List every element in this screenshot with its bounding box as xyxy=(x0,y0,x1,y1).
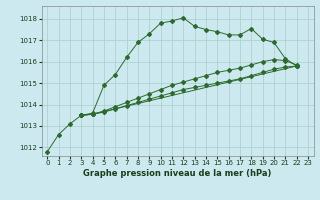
X-axis label: Graphe pression niveau de la mer (hPa): Graphe pression niveau de la mer (hPa) xyxy=(84,169,272,178)
